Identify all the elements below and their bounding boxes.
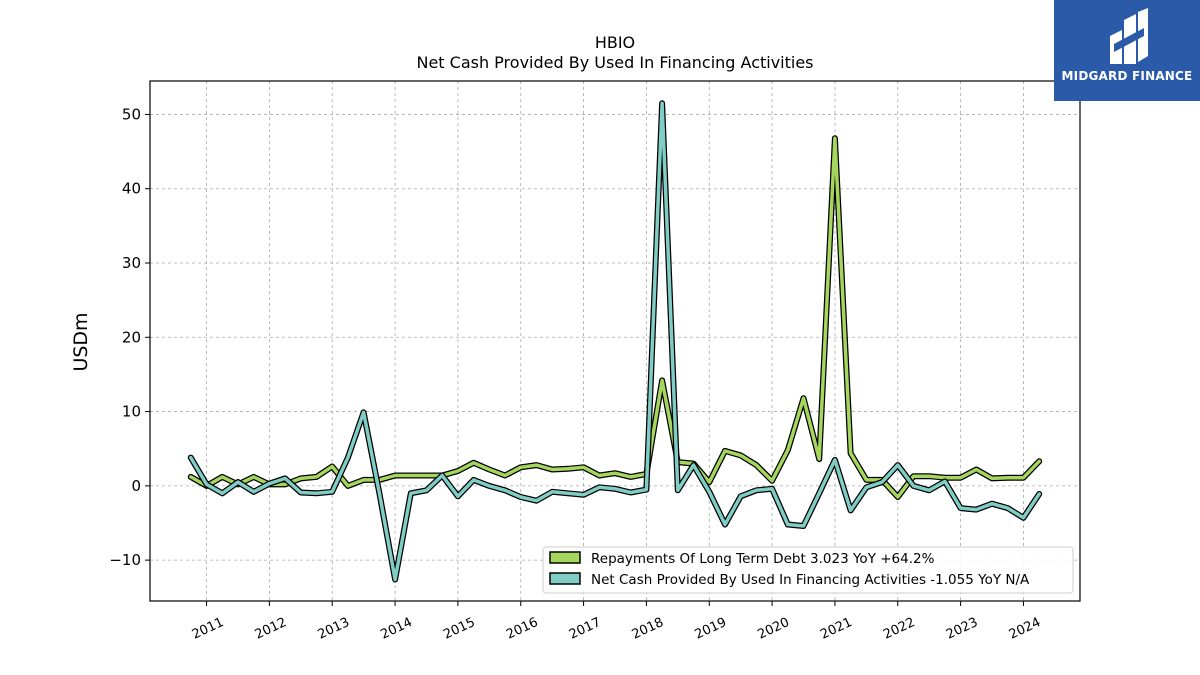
x-tick-label: 2011 bbox=[190, 615, 226, 643]
legend-box bbox=[542, 546, 1074, 594]
y-tick-label: 50 bbox=[122, 105, 141, 123]
brand-name: MIDGARD FINANCE bbox=[1061, 69, 1193, 83]
x-tick-label: 2012 bbox=[253, 615, 289, 643]
y-axis-label: USDm bbox=[70, 312, 92, 371]
legend-swatch-0 bbox=[549, 551, 581, 564]
x-tick-label: 2020 bbox=[755, 615, 791, 643]
plot-frame bbox=[149, 80, 1081, 602]
chart-subtitle: Net Cash Provided By Used In Financing A… bbox=[416, 53, 813, 72]
y-tick-label: 10 bbox=[122, 403, 141, 421]
brand-logo: MIDGARD FINANCE bbox=[1054, 0, 1200, 101]
legend-label-0: Repayments Of Long Term Debt 3.023 YoY +… bbox=[591, 551, 935, 567]
y-tick-label: 0 bbox=[131, 477, 141, 495]
x-tick-label: 2024 bbox=[1007, 615, 1043, 643]
series-line-0 bbox=[189, 136, 1041, 499]
y-tick-label: −10 bbox=[109, 551, 141, 569]
series-line-1 bbox=[189, 101, 1041, 582]
x-tick-label: 2019 bbox=[693, 615, 729, 643]
y-tick-label: 30 bbox=[122, 254, 141, 272]
series-outline-0 bbox=[187, 135, 1043, 500]
legend-label-1: Net Cash Provided By Used In Financing A… bbox=[591, 572, 1030, 588]
x-tick-label: 2015 bbox=[441, 615, 477, 643]
series-lines bbox=[187, 100, 1043, 583]
legend-swatch-1 bbox=[549, 572, 581, 585]
legend: Repayments Of Long Term Debt 3.023 YoY +… bbox=[542, 546, 1074, 594]
y-tick-label: 40 bbox=[122, 180, 141, 198]
chart-title: HBIO bbox=[595, 33, 635, 52]
y-axis-ticks: −10 0 10 20 30 40 50 bbox=[109, 105, 150, 569]
x-tick-label: 2013 bbox=[316, 615, 352, 643]
y-tick-label: 20 bbox=[122, 328, 141, 346]
x-tick-label: 2014 bbox=[378, 615, 414, 643]
x-tick-label: 2023 bbox=[944, 615, 980, 643]
x-tick-label: 2018 bbox=[630, 615, 666, 643]
grid-lines bbox=[150, 81, 1080, 601]
midgard-logo-icon bbox=[1110, 8, 1148, 64]
x-tick-label: 2016 bbox=[504, 615, 540, 643]
series-outline-1 bbox=[187, 100, 1043, 583]
x-axis-ticks: 2011 2012 2013 2014 2015 2016 2017 2018 2019 2020… bbox=[190, 601, 1043, 643]
x-tick-label: 2017 bbox=[567, 615, 603, 643]
x-tick-label: 2022 bbox=[881, 615, 917, 643]
x-tick-label: 2021 bbox=[818, 615, 854, 643]
